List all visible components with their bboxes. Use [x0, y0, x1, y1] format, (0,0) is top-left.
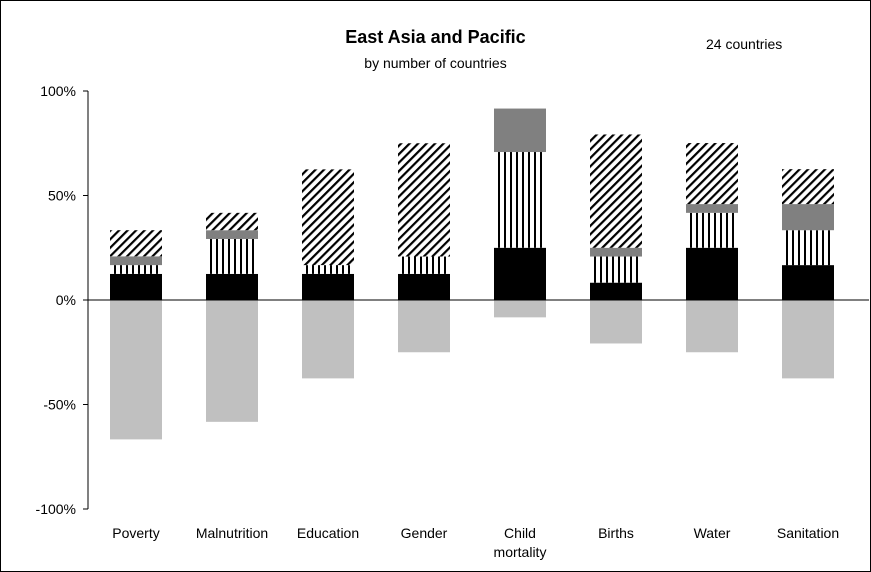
bar-segment	[206, 238, 258, 274]
bar-segment	[782, 265, 834, 300]
y-tick-label: 0%	[56, 292, 76, 308]
bar-segment	[206, 212, 258, 231]
country-count-note: 24 countries	[706, 36, 783, 52]
bar-segment	[494, 247, 546, 300]
plot-area: 100% 50% 0% -50% -100% Poverty Malnutrition Edu…	[36, 83, 869, 560]
bar-segment	[206, 273, 258, 300]
bar-segment	[206, 230, 258, 239]
bar-segment	[302, 265, 354, 274]
bar-segment	[110, 230, 162, 257]
bar-segment	[590, 247, 642, 257]
bar-segment	[398, 143, 450, 257]
x-category-label: Gender	[401, 525, 448, 541]
bar-segment	[302, 169, 354, 266]
bar-segment	[110, 273, 162, 300]
chart-subtitle: by number of countries	[364, 55, 507, 71]
x-category-label: Child	[504, 525, 536, 541]
x-category-label: Poverty	[112, 525, 159, 541]
x-category-label: Sanitation	[777, 525, 839, 541]
bar-segment	[590, 134, 642, 248]
bar-segment	[302, 300, 354, 379]
bar-segment	[494, 152, 546, 248]
y-tick-label: -100%	[36, 501, 76, 517]
x-category-label: Water	[694, 525, 731, 541]
bar-segment	[590, 300, 642, 344]
bar-segment	[398, 300, 450, 353]
bar-segment	[686, 300, 738, 353]
bar-segment	[686, 247, 738, 300]
bar-segment	[110, 265, 162, 274]
bar-segment	[494, 300, 546, 318]
x-category-label: mortality	[494, 544, 547, 560]
x-category-label: Education	[297, 525, 359, 541]
bar-segment	[782, 300, 834, 379]
bar-segment	[110, 300, 162, 440]
bar-segment	[782, 169, 834, 205]
chart-title: East Asia and Pacific	[345, 27, 526, 47]
bar-segment	[590, 256, 642, 283]
bar-segment	[782, 204, 834, 231]
y-tick-label: -50%	[43, 397, 76, 413]
bar-segment	[686, 143, 738, 205]
x-category-label: Malnutrition	[196, 525, 268, 541]
bar-segment	[206, 300, 258, 422]
bar-segment	[686, 212, 738, 248]
bar-segment	[398, 273, 450, 300]
bar-segment	[686, 204, 738, 213]
bar-segment	[494, 108, 546, 153]
bar-segment	[398, 256, 450, 274]
bar-segment	[302, 273, 354, 300]
bar-segment	[110, 256, 162, 266]
bar-segment	[590, 282, 642, 300]
y-tick-label: 100%	[40, 83, 76, 99]
y-tick-label: 50%	[48, 188, 76, 204]
bar-segment	[782, 230, 834, 266]
x-category-label: Births	[598, 525, 634, 541]
